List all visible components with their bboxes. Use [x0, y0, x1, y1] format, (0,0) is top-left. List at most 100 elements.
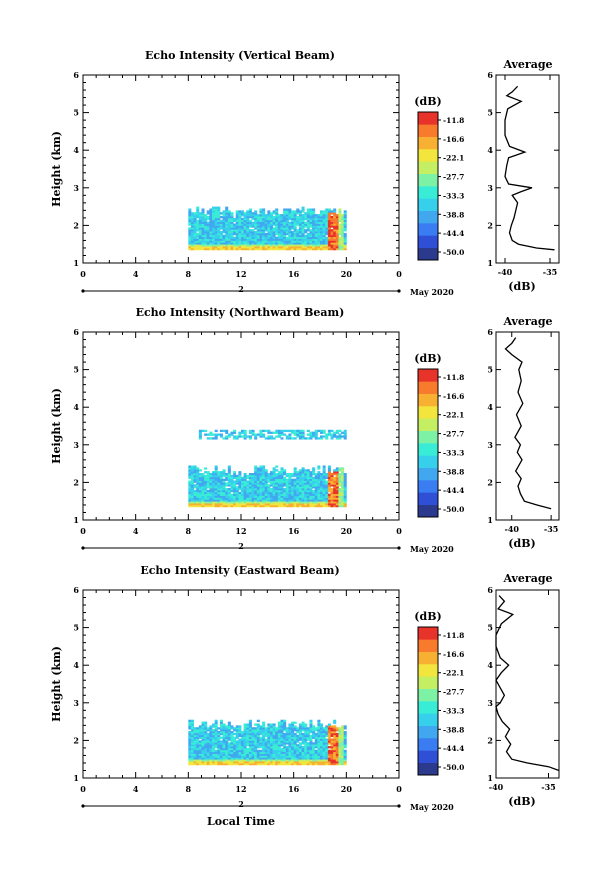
heatmap-cell: [304, 742, 308, 745]
heatmap-cell: [285, 491, 289, 495]
heatmap-cell: [283, 212, 287, 215]
heatmap-cell: [301, 227, 305, 230]
heatmap-cell: [267, 234, 271, 238]
heatmap-cell: [283, 504, 287, 508]
legend-label: -11.8: [443, 631, 464, 640]
heatmap-cell: [333, 486, 337, 489]
heatmap-cell: [225, 732, 229, 736]
heatmap-cell: [312, 746, 316, 749]
heatmap-cell: [209, 208, 213, 211]
heatmap-cell: [206, 753, 210, 756]
heatmap-cell: [306, 236, 310, 239]
heatmap-cell: [304, 221, 308, 224]
heatmap-cell: [259, 221, 263, 224]
heatmap-cell: [188, 497, 192, 500]
heatmap-cell: [338, 469, 342, 472]
heatmap-cell: [246, 738, 250, 741]
heatmap-cell: [285, 227, 289, 230]
heatmap-cell: [254, 223, 258, 226]
heatmap-cell: [301, 484, 305, 487]
heatmap-cell: [285, 212, 289, 215]
heatmap-cell: [219, 429, 223, 433]
heatmap-cell: [333, 484, 337, 487]
heatmap-cell: [243, 755, 247, 758]
heatmap-cell: [283, 753, 287, 756]
heatmap-cell: [241, 755, 245, 758]
heatmap-cell: [222, 731, 226, 734]
heatmap-cell: [188, 751, 192, 754]
heatmap-cell: [285, 208, 289, 211]
heatmap-cell: [325, 486, 329, 489]
heatmap-cell: [325, 208, 329, 211]
heatmap-cell: [301, 501, 305, 504]
heatmap-cell: [269, 499, 273, 502]
heatmap-cell: [291, 232, 295, 236]
heatmap-cell: [214, 480, 218, 483]
heatmap-cell: [227, 488, 231, 491]
heatmap-cell: [214, 229, 218, 232]
heatmap-cell: [312, 747, 316, 751]
heatmap-cell: [338, 729, 342, 732]
heatmap-cell: [248, 755, 252, 758]
heatmap-cell: [222, 217, 226, 221]
heatmap-cell: [248, 216, 252, 219]
heatmap-cell: [285, 246, 289, 249]
heatmap-cell: [285, 435, 289, 438]
heatmap-cell: [214, 247, 218, 251]
heatmap-cell: [304, 488, 308, 491]
heatmap-cell: [235, 503, 239, 506]
heatmap-cell: [238, 431, 242, 434]
heatmap-cell: [341, 240, 345, 243]
heatmap-cell: [204, 234, 208, 238]
heatmap-cell: [293, 231, 297, 234]
heatmap-cell: [277, 236, 281, 239]
heatmap-cell: [230, 238, 234, 241]
heatmap-cell: [219, 727, 223, 730]
heatmap-cell: [230, 240, 234, 243]
heatmap-cell: [246, 221, 250, 224]
heatmap-cell: [327, 499, 331, 502]
heatmap-cell: [259, 223, 263, 226]
heatmap-cell: [222, 474, 226, 478]
heatmap-cell: [206, 247, 210, 251]
heatmap-cell: [272, 501, 276, 504]
heatmap-cell: [198, 499, 202, 502]
heatmap-cell: [190, 753, 194, 756]
heatmap-cell: [204, 246, 208, 249]
heatmap-cell: [214, 240, 218, 243]
heatmap-cell: [333, 751, 337, 754]
heatmap-cell: [227, 499, 231, 502]
heatmap-cell: [306, 471, 310, 474]
heatmap-cell: [301, 242, 305, 245]
heatmap-cell: [209, 431, 213, 434]
heatmap-cell: [338, 480, 342, 483]
heatmap-cell: [291, 214, 295, 217]
heatmap-cell: [312, 210, 316, 213]
heatmap-cell: [322, 755, 326, 758]
heatmap-cell: [309, 437, 313, 440]
heatmap-cell: [327, 476, 331, 480]
heatmap-cell: [330, 223, 334, 226]
heatmap-cell: [341, 495, 345, 498]
heatmap-cell: [193, 746, 197, 749]
heatmap-cell: [259, 244, 263, 247]
heatmap-cell: [309, 757, 313, 760]
heatmap-cell: [264, 240, 268, 243]
heatmap-cell: [188, 736, 192, 739]
heatmap-cell: [269, 229, 273, 232]
heatmap-cell: [264, 762, 268, 766]
heatmap-cell: [204, 489, 208, 493]
heatmap-cell: [330, 212, 334, 215]
heatmap-cell: [243, 744, 247, 747]
heatmap-cell: [230, 489, 234, 493]
heatmap-cell: [196, 206, 200, 209]
heatmap-cell: [214, 495, 218, 498]
heatmap-cell: [230, 727, 234, 730]
heatmap-cell: [190, 486, 194, 489]
heatmap-cell: [333, 229, 337, 232]
heatmap-cell: [209, 761, 213, 764]
heatmap-cell: [288, 247, 292, 251]
heatmap-cell: [325, 731, 329, 734]
heatmap-cell: [341, 761, 345, 764]
heatmap-cell: [285, 219, 289, 223]
